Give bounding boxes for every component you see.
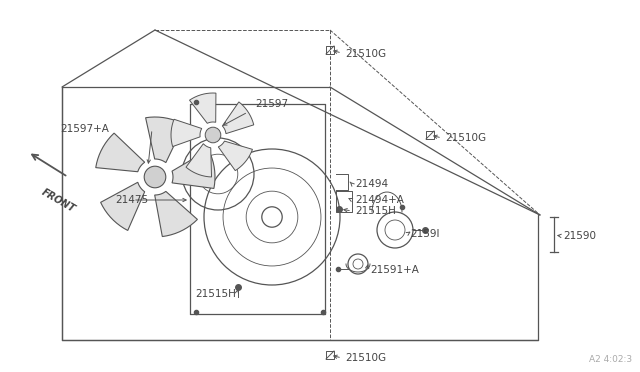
Polygon shape bbox=[189, 93, 216, 123]
Polygon shape bbox=[172, 150, 215, 189]
Circle shape bbox=[205, 127, 221, 143]
Text: 21591+A: 21591+A bbox=[370, 265, 419, 275]
Polygon shape bbox=[171, 119, 202, 147]
Polygon shape bbox=[218, 141, 252, 171]
Text: 21590: 21590 bbox=[563, 231, 596, 241]
Text: 21597: 21597 bbox=[255, 99, 288, 109]
Polygon shape bbox=[222, 102, 253, 134]
Circle shape bbox=[144, 166, 166, 188]
Text: 21510G: 21510G bbox=[345, 353, 386, 363]
Text: 21510G: 21510G bbox=[445, 133, 486, 143]
Text: 21510G: 21510G bbox=[345, 49, 386, 59]
Text: 21515H: 21515H bbox=[355, 206, 396, 216]
Polygon shape bbox=[186, 144, 212, 177]
Text: 21494: 21494 bbox=[355, 179, 388, 189]
Text: 21597+A: 21597+A bbox=[60, 124, 109, 134]
Text: 21515H: 21515H bbox=[195, 289, 236, 299]
Text: FRONT: FRONT bbox=[40, 187, 77, 214]
Text: 21494+A: 21494+A bbox=[355, 195, 404, 205]
Text: A2 4:02:3: A2 4:02:3 bbox=[589, 355, 632, 364]
Polygon shape bbox=[100, 182, 145, 231]
Polygon shape bbox=[146, 117, 184, 163]
Polygon shape bbox=[96, 133, 145, 172]
Text: 2159I: 2159I bbox=[410, 229, 440, 239]
Text: 21475: 21475 bbox=[115, 195, 148, 205]
Polygon shape bbox=[155, 191, 197, 237]
